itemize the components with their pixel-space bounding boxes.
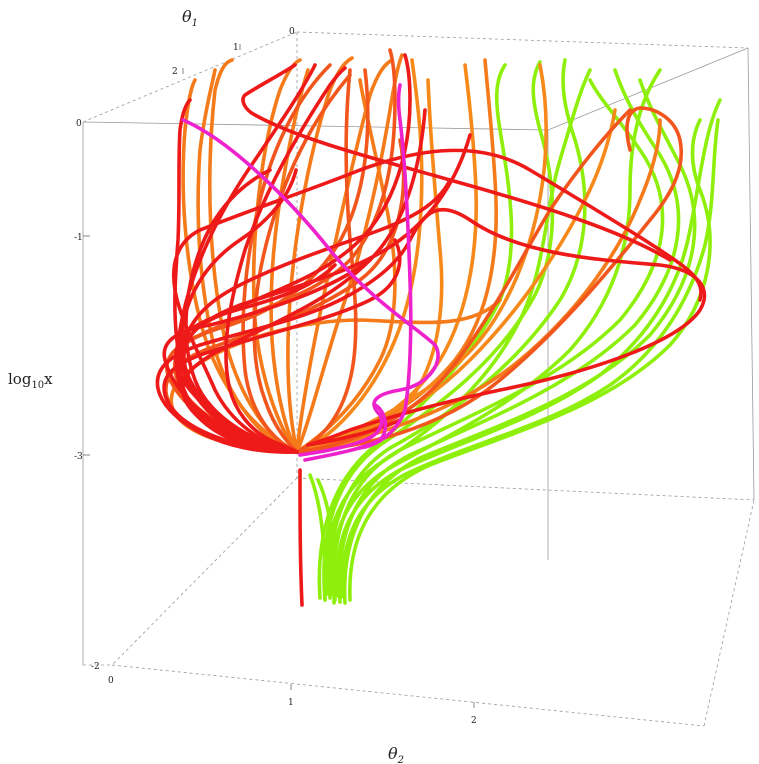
tick-label: 2 xyxy=(172,67,178,77)
axis-label-log10x: log10x xyxy=(8,370,53,391)
tick-label: 1 xyxy=(233,43,239,53)
trajectory-green-1 xyxy=(337,68,681,604)
trajectory-red-40 xyxy=(162,258,372,454)
trajectory-red-53 xyxy=(306,418,402,447)
axis-label-theta1-main: θ xyxy=(182,7,192,26)
trajectory-green-12 xyxy=(316,478,337,605)
tick-label: 0 xyxy=(289,27,295,37)
box-edge xyxy=(82,31,298,123)
axis-label-log10x-suffix: x xyxy=(44,370,53,388)
axis-label-theta2: θ2 xyxy=(388,744,404,764)
axis-label-theta2-main: θ xyxy=(388,744,398,763)
trajectory-red-54 xyxy=(177,133,472,454)
trajectory-red-52 xyxy=(298,468,304,607)
trajectory-orange-light-19 xyxy=(295,58,424,454)
tick-label: -3 xyxy=(74,452,83,462)
trajectory-orange-light-22 xyxy=(295,63,548,454)
trajectory-orange-23 xyxy=(295,78,397,454)
axis-label-log10x-sub: 10 xyxy=(31,380,44,391)
tick-label: 2 xyxy=(471,716,477,726)
box-edge xyxy=(747,47,755,501)
trajectory-green-6 xyxy=(317,63,514,600)
trajectory-magenta-57 xyxy=(358,83,413,450)
trajectory-orange-red-37 xyxy=(252,73,352,454)
trajectory-orange-red-33 xyxy=(295,68,358,454)
trajectory-orange-21 xyxy=(295,58,498,454)
trajectory-orange-15 xyxy=(251,58,302,454)
trajectory-green-9 xyxy=(340,118,720,599)
trajectory-green-8 xyxy=(330,68,662,597)
trajectory-red-51 xyxy=(173,98,299,454)
trajectory-red-45 xyxy=(172,148,703,454)
axis-label-theta2-sub: 2 xyxy=(397,755,404,764)
trajectory-red-38 xyxy=(182,53,412,454)
box-edge xyxy=(296,477,755,501)
trajectory-green-11 xyxy=(308,473,327,602)
trajectories xyxy=(155,48,722,607)
trajectory-orange-17 xyxy=(295,58,394,454)
trajectory-orange-red-35 xyxy=(295,106,683,454)
trajectory-red-50 xyxy=(179,168,299,454)
box-edge xyxy=(111,477,298,666)
trajectory-red-46 xyxy=(224,66,347,454)
trajectory-orange-red-32 xyxy=(241,63,332,454)
trajectory-magenta-55 xyxy=(181,118,440,457)
axis-label-log10x-main: log xyxy=(8,370,32,388)
tick-label: 1 xyxy=(288,698,294,708)
box-edge xyxy=(111,664,705,727)
trajectory-green-5 xyxy=(348,118,712,602)
tick-label: 0 xyxy=(108,676,114,686)
trajectory-orange-24 xyxy=(181,78,299,454)
tick-label: -1 xyxy=(74,233,83,243)
axis-label-theta1: θ1 xyxy=(182,7,198,29)
box-edge xyxy=(296,31,749,49)
trajectory-orange-26 xyxy=(269,68,310,454)
tick-label: 0 xyxy=(76,119,82,129)
trajectory-green-7 xyxy=(335,98,722,598)
tick-marks xyxy=(83,44,475,708)
trajectory-green-0 xyxy=(332,78,665,602)
trajectory-red-48 xyxy=(241,63,672,262)
box-edge xyxy=(703,499,755,727)
axis-label-theta1-sub: 1 xyxy=(192,18,198,29)
trajectory-green-10 xyxy=(324,68,592,596)
tick-label: -2 xyxy=(91,662,100,672)
